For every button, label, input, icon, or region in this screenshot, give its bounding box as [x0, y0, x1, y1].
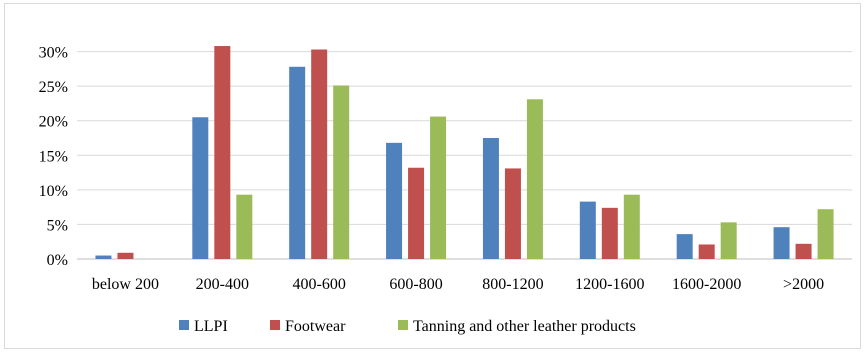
y-tick-label: 0% — [47, 252, 68, 269]
x-category-label: 400-600 — [293, 276, 346, 293]
bar-tanning-and-other-leather-products — [623, 194, 640, 259]
bar-llpi — [676, 234, 693, 259]
bar-llpi — [386, 142, 403, 259]
x-category-label: 800-1200 — [482, 276, 543, 293]
y-tick-label: 25% — [39, 79, 68, 96]
bar-footwear — [795, 243, 812, 259]
x-category-label: 200-400 — [196, 276, 249, 293]
bar-footwear — [698, 244, 715, 259]
legend-label: Tanning and other leather products — [413, 318, 636, 335]
legend-swatch — [398, 320, 408, 330]
bar-llpi — [773, 227, 790, 259]
legend-label: Footwear — [285, 318, 346, 335]
bar-footwear — [408, 167, 425, 259]
bar-llpi — [95, 255, 112, 259]
x-category-label: >2000 — [783, 276, 824, 293]
bar-tanning-and-other-leather-products — [526, 99, 543, 259]
bar-tanning-and-other-leather-products — [236, 194, 253, 259]
y-axis-ticks: 0% 5% 10% 15% 20% 25% 30% — [39, 45, 68, 269]
bar-tanning-and-other-leather-products — [817, 209, 834, 259]
x-axis-categories: below 200 200-400 400-600 600-800 800-1200 12… — [92, 276, 824, 293]
bar-tanning-and-other-leather-products — [430, 116, 447, 260]
bar-footwear — [311, 49, 328, 259]
x-category-label: 1200-1600 — [575, 276, 644, 293]
x-category-label: 600-800 — [389, 276, 442, 293]
y-tick-label: 10% — [39, 183, 68, 200]
y-tick-label: 5% — [47, 217, 68, 234]
legend-label: LLPI — [194, 318, 228, 335]
legend: LLPI Footwear Tanning and other leather pr… — [179, 318, 636, 335]
bar-footwear — [117, 252, 134, 259]
bar-llpi — [192, 117, 209, 259]
y-tick-label: 20% — [39, 114, 68, 131]
legend-swatch — [179, 320, 189, 330]
bar-llpi — [289, 66, 306, 259]
bar-llpi — [579, 201, 596, 259]
bar-tanning-and-other-leather-products — [333, 85, 350, 259]
y-tick-label: 30% — [39, 45, 68, 62]
bar-footwear — [504, 168, 521, 259]
y-tick-label: 15% — [39, 148, 68, 165]
legend-swatch — [270, 320, 280, 330]
x-category-label: below 200 — [92, 276, 159, 293]
x-category-label: 1600-2000 — [672, 276, 741, 293]
bars — [95, 46, 834, 260]
bar-tanning-and-other-leather-products — [720, 222, 737, 259]
bar-llpi — [482, 138, 499, 259]
bar-footwear — [214, 46, 231, 259]
bar-footwear — [601, 207, 618, 259]
